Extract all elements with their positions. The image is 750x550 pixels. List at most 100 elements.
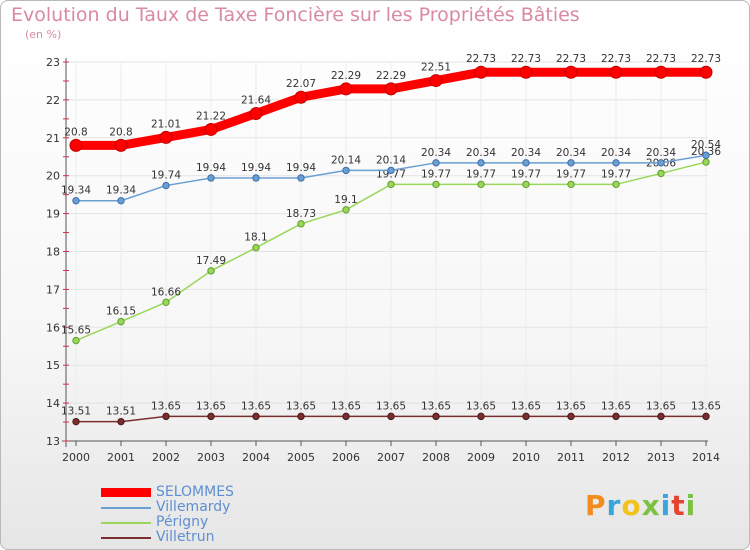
- data-label-villemardy: 20.34: [421, 147, 451, 159]
- data-point-villemardy: [207, 174, 215, 182]
- data-label-villemardy: 19.34: [61, 185, 91, 197]
- data-point-villemardy: [522, 159, 530, 167]
- data-label-villetrun: 13.65: [376, 400, 406, 412]
- y-tick-label: 13: [46, 435, 60, 448]
- legend-swatch-villemardy: [101, 507, 151, 509]
- data-point-perigny: [432, 180, 440, 189]
- data-point-villetrun: [567, 412, 575, 421]
- data-point-villetrun: [342, 412, 350, 421]
- data-label-villemardy: 20.34: [646, 147, 676, 159]
- proxiti-logo: Proxiti: [585, 489, 697, 522]
- data-label-perigny: 19.77: [556, 168, 586, 180]
- data-label-perigny: 19.1: [334, 194, 357, 206]
- data-point-perigny: [342, 206, 350, 214]
- data-point-perigny: [657, 169, 665, 178]
- data-label-villetrun: 13.65: [556, 400, 586, 412]
- y-tick-label: 23: [46, 56, 60, 69]
- legend-item-villemardy: Villemardy: [101, 500, 341, 515]
- legend-item-selommes: SELOMMES: [101, 485, 341, 500]
- y-tick-label: 19: [46, 208, 60, 221]
- y-tick-label: 16: [46, 321, 60, 334]
- data-point-villemardy: [297, 174, 305, 182]
- legend-label-selommes: SELOMMES: [156, 484, 234, 500]
- x-tick-label: 2005: [287, 451, 315, 464]
- data-point-villemardy: [477, 159, 485, 167]
- data-point-villemardy: [162, 181, 170, 190]
- data-point-selommes: [159, 130, 173, 144]
- data-point-villetrun: [432, 412, 440, 421]
- data-point-villetrun: [72, 417, 80, 426]
- data-point-perigny: [612, 180, 620, 189]
- data-point-selommes: [384, 82, 398, 96]
- data-label-perigny: 17.49: [196, 255, 226, 267]
- data-point-perigny: [522, 180, 530, 189]
- data-label-perigny: 19.77: [601, 168, 631, 180]
- data-label-selommes: 22.07: [286, 78, 316, 90]
- legend-swatch-selommes: [101, 488, 151, 497]
- data-label-perigny: 15.65: [61, 325, 91, 337]
- data-point-perigny: [297, 220, 305, 228]
- data-point-villemardy: [567, 159, 575, 167]
- data-label-perigny: 18.73: [286, 208, 316, 220]
- data-label-villetrun: 13.65: [421, 400, 451, 412]
- data-point-villemardy: [702, 151, 710, 159]
- legend: SELOMMES Villemardy Périgny Villetrun: [101, 485, 341, 545]
- data-point-perigny: [207, 267, 215, 275]
- y-tick-label: 20: [46, 170, 60, 183]
- data-label-villemardy: 20.54: [691, 139, 721, 151]
- data-point-selommes: [294, 90, 308, 104]
- data-label-selommes: 22.73: [691, 53, 721, 65]
- data-label-villetrun: 13.65: [241, 400, 271, 412]
- y-tick-label: 21: [46, 132, 60, 145]
- data-point-selommes: [249, 107, 263, 121]
- data-point-villetrun: [297, 412, 305, 421]
- data-label-selommes: 22.73: [511, 53, 541, 65]
- data-label-selommes: 22.73: [601, 53, 631, 65]
- data-label-perigny: 18.1: [244, 232, 267, 244]
- data-label-perigny: 19.77: [421, 168, 451, 180]
- x-tick-label: 2013: [647, 451, 675, 464]
- data-point-villemardy: [117, 197, 125, 205]
- x-tick-label: 2007: [377, 451, 405, 464]
- data-point-villetrun: [477, 412, 485, 421]
- data-label-villetrun: 13.65: [601, 400, 631, 412]
- data-label-villetrun: 13.65: [646, 400, 676, 412]
- x-tick-label: 2001: [107, 451, 135, 464]
- data-label-villemardy: 19.74: [151, 170, 181, 182]
- data-point-perigny: [162, 298, 170, 306]
- data-point-villetrun: [207, 412, 215, 421]
- legend-swatch-villetrun: [101, 537, 151, 539]
- chart-title: Evolution du Taux de Taxe Foncière sur l…: [11, 4, 580, 26]
- data-label-villetrun: 13.65: [466, 400, 496, 412]
- data-label-perigny: 19.77: [466, 168, 496, 180]
- y-tick-label: 18: [46, 246, 60, 259]
- x-tick-label: 2000: [62, 451, 90, 464]
- data-label-selommes: 20.8: [64, 126, 87, 138]
- data-label-villemardy: 20.14: [331, 154, 361, 166]
- data-label-selommes: 22.73: [646, 53, 676, 65]
- x-tick-label: 2012: [602, 451, 630, 464]
- data-label-villetrun: 13.51: [106, 406, 136, 418]
- x-tick-label: 2011: [557, 451, 585, 464]
- data-point-perigny: [567, 180, 575, 189]
- data-point-perigny: [702, 158, 710, 166]
- data-point-villetrun: [162, 412, 170, 421]
- data-label-selommes: 22.73: [556, 53, 586, 65]
- data-point-villetrun: [117, 417, 125, 426]
- data-point-villemardy: [612, 159, 620, 167]
- data-label-perigny: 16.66: [151, 286, 181, 298]
- data-label-villemardy: 20.14: [376, 154, 406, 166]
- legend-label-perigny: Périgny: [156, 514, 209, 530]
- data-label-villemardy: 20.34: [556, 147, 586, 159]
- data-point-selommes: [564, 65, 578, 79]
- data-point-villemardy: [72, 197, 80, 205]
- data-point-selommes: [654, 65, 668, 79]
- x-tick-label: 2003: [197, 451, 225, 464]
- data-label-villetrun: 13.51: [61, 406, 91, 418]
- data-point-perigny: [477, 180, 485, 189]
- legend-item-villetrun: Villetrun: [101, 530, 341, 545]
- data-label-selommes: 21.22: [196, 110, 226, 122]
- legend-swatch-perigny: [101, 522, 151, 524]
